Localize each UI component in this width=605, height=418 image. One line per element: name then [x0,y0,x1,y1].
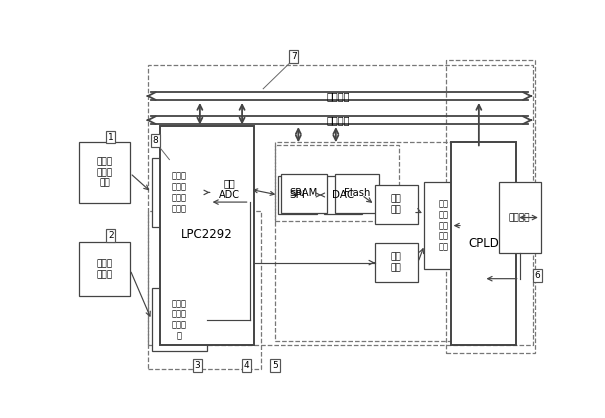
Bar [275,145,399,221]
Bar [152,288,207,351]
Text: 实际
电流: 实际 电流 [391,253,402,273]
Text: LPC2292: LPC2292 [181,228,233,241]
Text: Flash: Flash [344,189,371,199]
Bar [281,174,327,213]
Bar [499,182,541,253]
Text: 故障电
流采集: 故障电 流采集 [97,259,113,279]
Bar [446,60,535,353]
Bar [451,142,517,345]
Text: 3: 3 [195,361,200,370]
Text: 片内
ADC: 片内 ADC [220,178,240,200]
Text: 电流
阈值: 电流 阈值 [391,195,402,214]
Text: 常态稳
态电流
信号调
理电路: 常态稳 态电流 信号调 理电路 [172,172,187,213]
Bar [79,242,130,296]
Text: 高速采样: 高速采样 [509,213,531,222]
Text: DAC: DAC [332,190,354,200]
Text: 5: 5 [272,361,278,370]
Text: 高速
电流
采样
启动
信号: 高速 电流 采样 启动 信号 [439,199,449,252]
Text: SPI: SPI [289,190,306,200]
Text: 地址总线: 地址总线 [327,91,350,101]
Bar [79,142,130,203]
Bar [278,176,316,214]
Bar [210,170,250,209]
Bar [148,211,261,369]
Bar [425,182,463,269]
Bar [152,158,207,227]
Text: 故障电
流信号
调理电
路: 故障电 流信号 调理电 路 [172,299,187,340]
Text: 4: 4 [244,361,250,370]
Text: 1: 1 [108,133,114,142]
Text: CPLD: CPLD [468,237,499,250]
Bar [374,243,418,282]
Text: 2: 2 [108,231,114,240]
Bar [335,174,379,213]
Text: SRAM: SRAM [290,189,318,199]
Text: 数据总线: 数据总线 [327,115,350,125]
Text: 8: 8 [152,136,159,145]
Bar [148,65,533,345]
Bar [275,142,467,342]
Text: 7: 7 [291,52,296,61]
Bar [324,176,362,214]
Bar [374,185,418,224]
Bar [160,126,254,345]
Text: 6: 6 [535,271,540,280]
Text: 常态稳
态电流
采集: 常态稳 态电流 采集 [97,157,113,188]
